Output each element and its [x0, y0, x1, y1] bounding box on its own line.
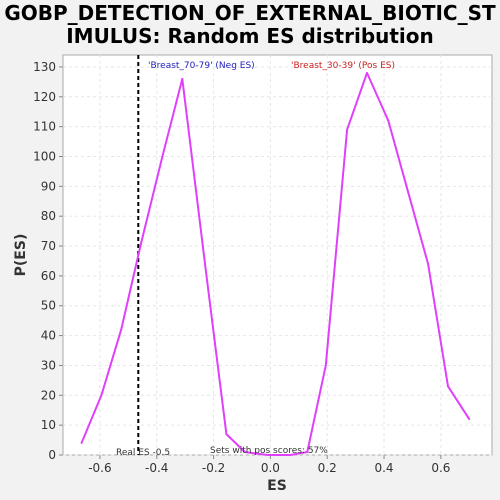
- data-point: [306, 451, 309, 453]
- x-tick-label: -0.4: [145, 461, 168, 475]
- x-tick-label: -0.2: [202, 461, 225, 475]
- data-point: [120, 328, 123, 331]
- data-point: [447, 385, 449, 388]
- chart-title-line-2: IMULUS: Random ES distribution: [66, 24, 434, 48]
- series-line: [80, 71, 471, 456]
- y-tick-label: 40: [41, 329, 56, 343]
- data-point: [140, 242, 143, 244]
- data-point: [346, 128, 349, 131]
- data-point: [289, 454, 292, 456]
- x-tick-label: 0.0: [261, 461, 280, 475]
- data-point: [366, 72, 368, 74]
- y-tick-label: 80: [41, 209, 56, 223]
- data-point: [161, 155, 164, 158]
- y-tick-label: 0: [48, 448, 56, 462]
- grid: [63, 55, 492, 456]
- y-tick-label: 20: [41, 388, 56, 402]
- y-tick-label: 30: [41, 358, 56, 372]
- data-point: [225, 433, 228, 436]
- data-point: [205, 274, 208, 277]
- series-layer: [80, 71, 471, 456]
- neg-es-label: 'Breast_70-79' (Neg ES): [148, 61, 255, 71]
- x-tick-label: -0.6: [88, 461, 111, 475]
- y-axis-ticks: 0 10 20 30 40 50 60 70 80 90 100 110 120 130: [33, 60, 63, 462]
- plot-area: [62, 54, 493, 456]
- y-tick-label: 70: [41, 239, 56, 253]
- y-tick-label: 100: [33, 149, 56, 163]
- pos-es-label: 'Breast_30-39' (Pos ES): [291, 61, 395, 71]
- y-tick-label: 110: [33, 120, 56, 134]
- x-tick-label: 0.2: [318, 461, 337, 475]
- x-axis-label: ES: [267, 478, 287, 494]
- x-tick-label: 0.4: [374, 461, 393, 475]
- y-tick-label: 10: [41, 418, 56, 432]
- x-tick-label: 0.6: [431, 461, 450, 475]
- data-point: [468, 418, 471, 421]
- data-point: [324, 364, 327, 367]
- data-point: [427, 263, 429, 265]
- y-tick-label: 120: [33, 90, 56, 104]
- pos-scores-label: Sets with pos scores: 57%: [210, 446, 328, 456]
- data-point: [407, 191, 410, 194]
- y-tick-label: 60: [41, 269, 56, 283]
- data-point: [100, 394, 103, 397]
- y-tick-label: 50: [41, 299, 56, 313]
- data-point: [181, 77, 184, 80]
- y-tick-label: 130: [33, 60, 56, 74]
- x-axis-ticks: -0.6 -0.4 -0.2 0.0 0.2 0.4 0.6: [88, 455, 450, 475]
- real-es-label: Real ES -0.5: [116, 448, 170, 458]
- data-point: [266, 454, 269, 456]
- chart-title-line-1: GOBP_DETECTION_OF_EXTERNAL_BIOTIC_ST: [4, 1, 496, 25]
- data-point: [80, 442, 83, 444]
- y-axis-label: P(ES): [13, 234, 29, 277]
- data-point: [387, 119, 390, 122]
- y-tick-label: 90: [41, 179, 56, 193]
- data-point: [243, 451, 246, 453]
